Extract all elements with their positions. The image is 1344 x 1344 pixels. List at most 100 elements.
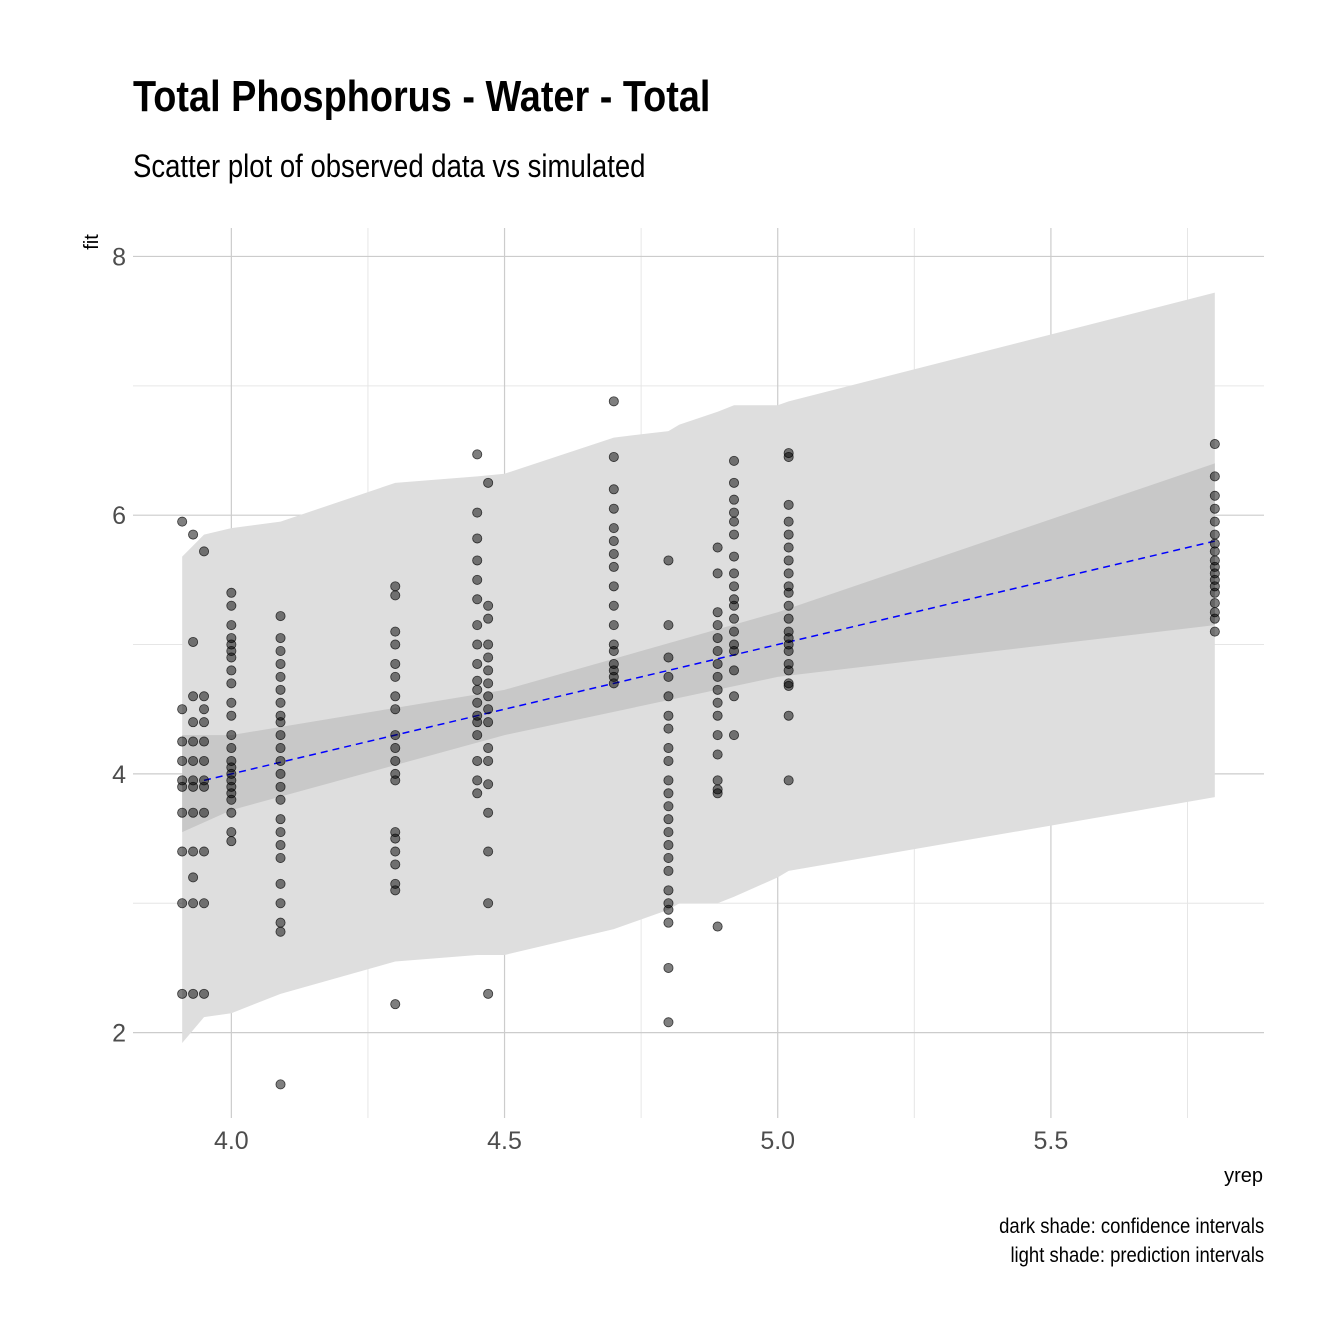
data-point (390, 590, 401, 601)
chart-title: Total Phosphorus - Water - Total (133, 72, 711, 121)
data-point (275, 827, 286, 838)
data-point (177, 781, 188, 792)
data-point (275, 768, 286, 779)
data-point (275, 730, 286, 741)
x-tick-label: 4.0 (214, 1127, 249, 1155)
data-point (275, 684, 286, 695)
data-point (226, 678, 237, 689)
data-points (177, 396, 1220, 1090)
data-point (663, 755, 674, 766)
data-point (729, 691, 740, 702)
data-point (663, 962, 674, 973)
data-point (1209, 471, 1220, 482)
data-point (472, 507, 483, 518)
data-point (783, 516, 794, 527)
data-point (188, 717, 199, 728)
data-point (729, 455, 740, 466)
data-point (226, 836, 237, 847)
data-point (783, 775, 794, 786)
data-point (199, 546, 210, 557)
data-point (1209, 490, 1220, 501)
data-point (608, 548, 619, 559)
data-point (712, 542, 723, 553)
data-point (608, 600, 619, 611)
data-point (390, 743, 401, 754)
data-point (608, 581, 619, 592)
data-point (472, 533, 483, 544)
data-point (663, 904, 674, 915)
data-point (472, 620, 483, 631)
data-point (199, 736, 210, 747)
x-tick-label: 5.0 (760, 1127, 795, 1155)
data-point (226, 807, 237, 818)
x-tick-label: 5.5 (1034, 1127, 1069, 1155)
data-point (663, 917, 674, 928)
data-point (390, 671, 401, 682)
data-point (608, 451, 619, 462)
data-point (275, 633, 286, 644)
data-point (275, 717, 286, 728)
data-point (390, 639, 401, 650)
data-point (483, 755, 494, 766)
data-point (472, 684, 483, 695)
data-point (472, 639, 483, 650)
data-point (729, 477, 740, 488)
y-axis-title: fit (81, 234, 103, 250)
data-point (188, 755, 199, 766)
data-point (729, 600, 740, 611)
data-point (390, 626, 401, 637)
data-point (663, 620, 674, 631)
data-point (275, 611, 286, 622)
data-point (483, 665, 494, 676)
data-point (177, 846, 188, 857)
data-point (226, 743, 237, 754)
data-point (177, 736, 188, 747)
data-point (226, 794, 237, 805)
data-point (1209, 529, 1220, 540)
data-point (729, 516, 740, 527)
data-point (783, 680, 794, 691)
data-point (608, 561, 619, 572)
data-point (663, 710, 674, 721)
data-point (275, 658, 286, 669)
data-point (663, 852, 674, 863)
fit-line-group (203, 540, 1215, 782)
data-point (1209, 626, 1220, 637)
data-point (729, 568, 740, 579)
data-point (275, 671, 286, 682)
y-tick-label: 4 (112, 761, 126, 789)
data-point (188, 636, 199, 647)
data-point (275, 646, 286, 657)
data-point (483, 477, 494, 488)
data-point (472, 555, 483, 566)
data-point (663, 865, 674, 876)
data-point (188, 807, 199, 818)
x-tick-label: 4.5 (487, 1127, 522, 1155)
data-point (472, 675, 483, 686)
data-point (483, 704, 494, 715)
data-point (226, 600, 237, 611)
y-tick-label: 8 (112, 243, 126, 271)
data-point (483, 717, 494, 728)
data-point (275, 926, 286, 937)
data-point (226, 710, 237, 721)
data-point (226, 697, 237, 708)
data-point (729, 581, 740, 592)
data-point (188, 846, 199, 857)
data-point (472, 697, 483, 708)
data-point (712, 658, 723, 669)
data-point (608, 536, 619, 547)
data-point (188, 691, 199, 702)
data-point (608, 523, 619, 534)
y-tick-label: 2 (112, 1020, 126, 1048)
data-point (390, 859, 401, 870)
data-point (483, 779, 494, 790)
data-point (472, 594, 483, 605)
data-point (275, 898, 286, 909)
data-point (608, 484, 619, 495)
data-point (663, 743, 674, 754)
data-point (275, 697, 286, 708)
data-point (783, 568, 794, 579)
data-point (275, 814, 286, 825)
data-point (712, 646, 723, 657)
